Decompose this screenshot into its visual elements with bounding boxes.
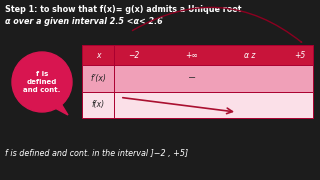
Text: α z: α z (244, 51, 256, 60)
Text: f is
defined
and cont.: f is defined and cont. (23, 71, 61, 93)
FancyArrowPatch shape (132, 7, 302, 42)
Text: f(x): f(x) (92, 100, 105, 109)
Text: α over a given interval 2.5 <α< 2.6: α over a given interval 2.5 <α< 2.6 (5, 17, 163, 26)
Polygon shape (55, 102, 68, 115)
Text: f is defined and cont. in the interval ]−2 , +5]: f is defined and cont. in the interval ]… (5, 149, 188, 158)
Text: +∞: +∞ (186, 51, 198, 60)
Text: f’(x): f’(x) (90, 74, 106, 83)
Bar (82, 65, 313, 91)
Text: −2: −2 (128, 51, 140, 60)
Bar (82, 91, 313, 118)
Text: +5: +5 (294, 51, 306, 60)
Bar (82, 45, 313, 65)
Text: Step 1: to show that f(x)= g(x) admits a Unique root: Step 1: to show that f(x)= g(x) admits a… (5, 5, 242, 14)
Circle shape (12, 52, 72, 112)
Text: x: x (96, 51, 100, 60)
Text: −: − (188, 73, 196, 83)
